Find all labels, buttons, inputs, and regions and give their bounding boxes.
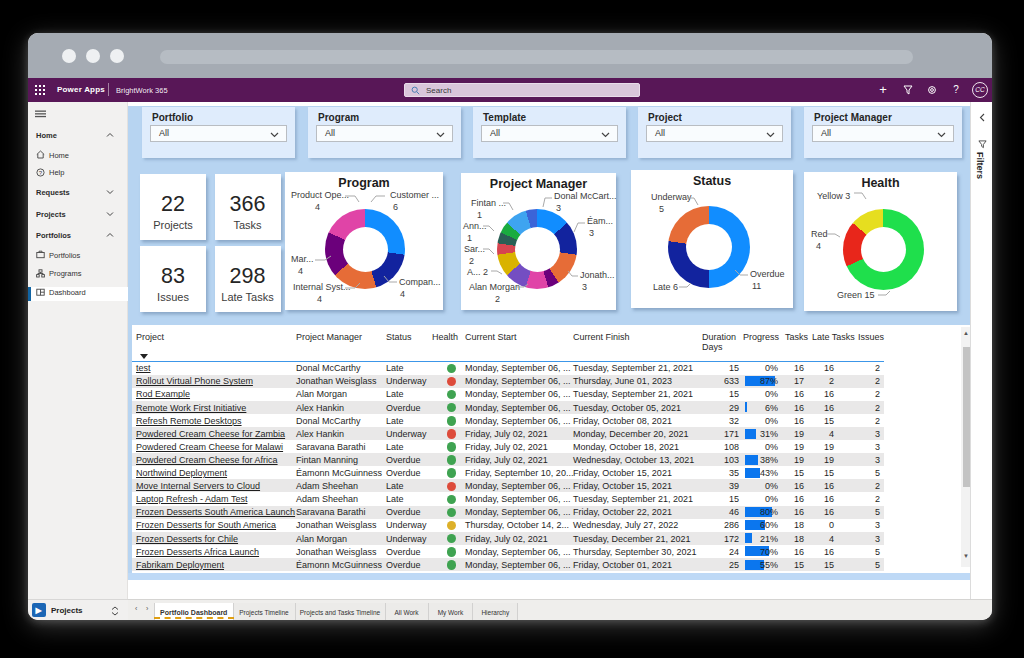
svg-text:?: ? — [39, 169, 43, 175]
